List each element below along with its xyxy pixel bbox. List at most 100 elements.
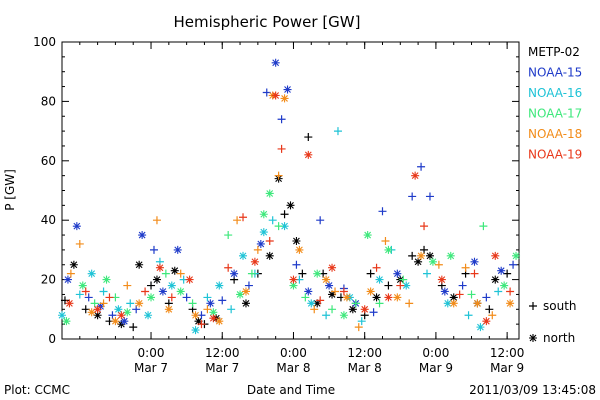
- data-point-south: [132, 305, 141, 314]
- x-tick-label-date: Mar 9: [490, 361, 524, 375]
- data-point-south: [378, 207, 387, 216]
- data-point-north: [414, 257, 423, 266]
- data-point-north: [120, 317, 129, 326]
- data-point-south: [316, 216, 325, 225]
- data-point-south: [399, 275, 408, 284]
- plot-credit: Plot: CCMC: [4, 383, 70, 397]
- data-point-north: [286, 201, 295, 210]
- data-point-north: [271, 58, 280, 67]
- data-point-north: [328, 290, 337, 299]
- data-point-south: [81, 287, 90, 296]
- data-point-south: [149, 245, 158, 254]
- data-point-south: [161, 269, 170, 278]
- data-point-north: [176, 287, 185, 296]
- marker-legend-label: north: [543, 331, 575, 345]
- data-point-north: [58, 311, 66, 320]
- x-tick-label-date: Mar 8: [348, 361, 382, 375]
- data-point-south: [420, 222, 429, 231]
- data-point-south: [322, 311, 331, 320]
- data-point-north: [87, 269, 96, 278]
- data-point-north: [62, 317, 71, 326]
- data-point-north: [437, 275, 446, 284]
- data-point-south: [455, 290, 464, 299]
- data-point-south: [147, 281, 156, 290]
- data-point-south: [384, 281, 393, 290]
- data-point-south: [485, 305, 494, 314]
- data-point-north: [325, 281, 334, 290]
- data-point-south: [262, 88, 271, 97]
- data-point-north: [65, 299, 74, 308]
- data-point-south: [366, 269, 375, 278]
- data-point-north: [69, 260, 78, 269]
- legend-entry: NOAA-15: [528, 66, 582, 80]
- x-tick-label-date: Mar 7: [134, 361, 168, 375]
- data-point-north: [292, 236, 301, 245]
- y-tick-label: 40: [41, 213, 56, 227]
- data-point-north: [138, 231, 147, 240]
- data-point-north: [158, 287, 167, 296]
- data-point-north: [194, 317, 203, 326]
- data-point-south: [126, 299, 135, 308]
- data-point-south: [351, 299, 360, 308]
- data-points: [58, 58, 521, 335]
- data-point-south: [60, 296, 69, 305]
- data-point-south: [253, 245, 262, 254]
- data-point-north: [63, 275, 72, 284]
- data-point-south: [369, 308, 378, 317]
- data-point-north: [449, 299, 458, 308]
- data-point-south: [417, 162, 426, 171]
- data-point-south: [408, 251, 417, 260]
- y-tick-label: 20: [41, 273, 56, 287]
- data-point-north: [307, 299, 316, 308]
- data-point-south: [99, 287, 108, 296]
- data-point-north: [215, 317, 224, 326]
- data-point-north: [209, 308, 218, 317]
- data-point-north: [117, 311, 126, 320]
- data-point-south: [333, 127, 342, 136]
- data-point-north: [215, 281, 224, 290]
- data-point-south: [277, 115, 286, 124]
- x-tick-label-time: 12:00: [205, 346, 240, 360]
- data-point-south: [381, 236, 390, 245]
- x-tick-label-time: 12:00: [490, 346, 525, 360]
- timestamp: 2011/03/09 13:45:08: [469, 383, 596, 397]
- data-point-north: [497, 266, 506, 275]
- data-point-south: [372, 263, 381, 272]
- data-point-north: [366, 287, 375, 296]
- data-point-north: [470, 257, 479, 266]
- data-point-north: [322, 275, 331, 284]
- data-point-south: [304, 133, 313, 142]
- data-point-south: [129, 323, 138, 332]
- x-axis-label: Date and Time: [247, 383, 335, 397]
- data-point-north: [313, 269, 322, 278]
- data-point-south: [339, 287, 348, 296]
- data-point-south: [152, 216, 161, 225]
- data-point-north: [236, 290, 245, 299]
- data-point-south: [268, 216, 277, 225]
- data-point-south: [105, 293, 114, 302]
- data-point-north: [239, 251, 248, 260]
- data-point-north: [289, 275, 298, 284]
- data-point-north: [265, 189, 274, 198]
- data-point-north: [241, 287, 250, 296]
- data-point-south: [188, 299, 197, 308]
- data-point-south: [331, 287, 340, 296]
- data-point-north: [250, 257, 259, 266]
- x-tick-label-date: Mar 9: [419, 361, 453, 375]
- data-point-north: [102, 275, 111, 284]
- data-point-south: [176, 269, 185, 278]
- data-point-north: [393, 269, 402, 278]
- data-point-north: [191, 326, 200, 335]
- data-point-south: [408, 192, 417, 201]
- data-point-north: [363, 231, 372, 240]
- data-point-north: [280, 222, 289, 231]
- data-point-north: [339, 311, 348, 320]
- data-point-north: [482, 317, 491, 326]
- data-point-south: [233, 216, 242, 225]
- chart-title: Hemispheric Power [GW]: [174, 13, 361, 31]
- data-point-south: [354, 323, 363, 332]
- data-point-north: [500, 281, 509, 290]
- data-point-north: [393, 293, 402, 302]
- data-point-north: [173, 245, 182, 254]
